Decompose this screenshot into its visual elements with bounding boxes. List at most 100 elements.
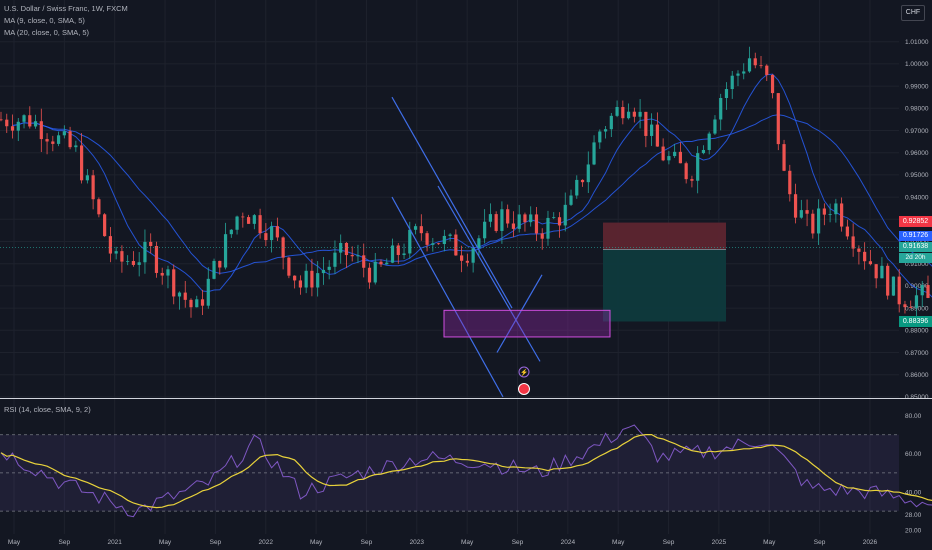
- candle-body: [822, 208, 826, 215]
- candle-body: [28, 115, 32, 127]
- candle-body: [713, 119, 717, 134]
- time-axis-tick: Sep: [210, 539, 222, 546]
- candle-body: [626, 111, 631, 119]
- candle-body: [172, 269, 176, 297]
- candle-body: [690, 179, 694, 181]
- candle-body: [897, 276, 901, 305]
- candle-body: [782, 144, 786, 171]
- candle-body: [730, 75, 734, 90]
- candle-body: [557, 217, 562, 226]
- candle-body: [696, 153, 700, 181]
- time-axis-tick: 2024: [561, 539, 576, 546]
- candle-body: [799, 210, 803, 218]
- candle-body: [385, 262, 389, 265]
- candle-body: [621, 107, 625, 119]
- time-axis-tick: Sep: [663, 539, 675, 546]
- candle-body: [206, 278, 210, 306]
- candle-body: [914, 295, 919, 308]
- price-axis-tick: 0.85000: [905, 394, 929, 401]
- lightning-event-icon: [518, 366, 530, 378]
- candle-body: [811, 213, 815, 234]
- candle-body: [788, 170, 792, 195]
- candle-body: [367, 267, 372, 283]
- candle-body: [454, 234, 458, 256]
- candle-body: [667, 156, 671, 161]
- rsi-axis-tick: 20.00: [905, 527, 922, 534]
- channel-upper-line: [437, 185, 541, 362]
- price-axis-tick: 0.97000: [905, 128, 929, 135]
- candle-body: [575, 179, 579, 196]
- candle-body: [304, 270, 308, 288]
- candle-body: [223, 234, 228, 268]
- candle-body: [926, 285, 930, 298]
- currency-button[interactable]: CHF: [901, 5, 925, 21]
- candle-body: [183, 292, 187, 300]
- ma-20-legend[interactable]: MA (20, close, 0, SMA, 5): [4, 28, 90, 37]
- candle-body: [471, 248, 475, 263]
- channel-lower-line: [391, 196, 504, 398]
- candle-body: [68, 131, 72, 148]
- time-axis-tick: May: [310, 539, 323, 546]
- candle-body: [857, 248, 861, 252]
- candle-body: [143, 241, 147, 263]
- last-price-badge: 0.91726: [899, 231, 932, 241]
- candle-body: [632, 111, 636, 117]
- candle-body: [874, 264, 878, 279]
- candle-body: [33, 121, 38, 127]
- candle-body: [638, 111, 642, 117]
- ma-9-legend[interactable]: MA (9, close, 0, SMA, 5): [4, 16, 85, 25]
- breakout-line: [496, 274, 543, 353]
- rsi-ma-line: [0, 434, 932, 509]
- candle-body: [891, 276, 896, 296]
- candle-body: [753, 58, 757, 66]
- stop-loss-zone: [603, 222, 726, 250]
- symbol-title[interactable]: U.S. Dollar / Swiss Franc, 1W, FXCM: [4, 4, 128, 13]
- candle-body: [74, 145, 78, 148]
- candle-body: [592, 142, 596, 165]
- rsi-legend[interactable]: RSI (14, close, SMA, 9, 2): [4, 405, 91, 414]
- candle-body: [229, 229, 233, 235]
- candle-body: [886, 265, 890, 296]
- support-zone: [443, 309, 611, 338]
- candle-body: [546, 217, 550, 239]
- candle-body: [759, 65, 763, 67]
- candle-body: [834, 203, 838, 215]
- price-axis-tick: 0.88000: [905, 328, 929, 335]
- price-axis-tick: 0.86000: [905, 372, 929, 379]
- candle-body: [719, 97, 723, 120]
- time-axis-tick: 2026: [863, 539, 878, 546]
- candle-body: [126, 261, 130, 262]
- rsi-axis-tick: 40.00: [905, 489, 922, 496]
- rsi-band: [0, 434, 899, 512]
- candle-body: [609, 115, 613, 130]
- candle-body: [218, 260, 222, 268]
- candle-body: [258, 215, 262, 234]
- price-axis-tick: 0.98000: [905, 106, 929, 113]
- price-axis-tick: 1.00000: [905, 61, 929, 68]
- candle-body: [108, 236, 112, 254]
- candle-body: [863, 251, 867, 262]
- candle-body: [460, 255, 464, 261]
- time-axis-tick: May: [612, 539, 625, 546]
- time-axis-tick: May: [461, 539, 474, 546]
- candle-body: [920, 285, 924, 296]
- candle-body: [10, 126, 15, 131]
- candle-body: [851, 236, 855, 249]
- candle-body: [436, 243, 441, 245]
- time-axis-tick: 2023: [410, 539, 425, 546]
- candle-body: [316, 273, 320, 288]
- candle-body: [160, 272, 164, 276]
- candle-body: [580, 179, 585, 183]
- time-axis-tick: 2021: [107, 539, 122, 546]
- candle-body: [103, 214, 107, 237]
- candle-body: [270, 226, 274, 241]
- price-axis-tick: 0.89000: [905, 305, 929, 312]
- price-axis-tick: 0.91000: [905, 261, 929, 268]
- news-event-icon: [518, 383, 530, 395]
- candle-body: [425, 233, 429, 245]
- candle-body: [137, 262, 141, 265]
- candle-body: [22, 115, 26, 122]
- candle-body: [569, 195, 573, 205]
- candle-body: [413, 226, 418, 230]
